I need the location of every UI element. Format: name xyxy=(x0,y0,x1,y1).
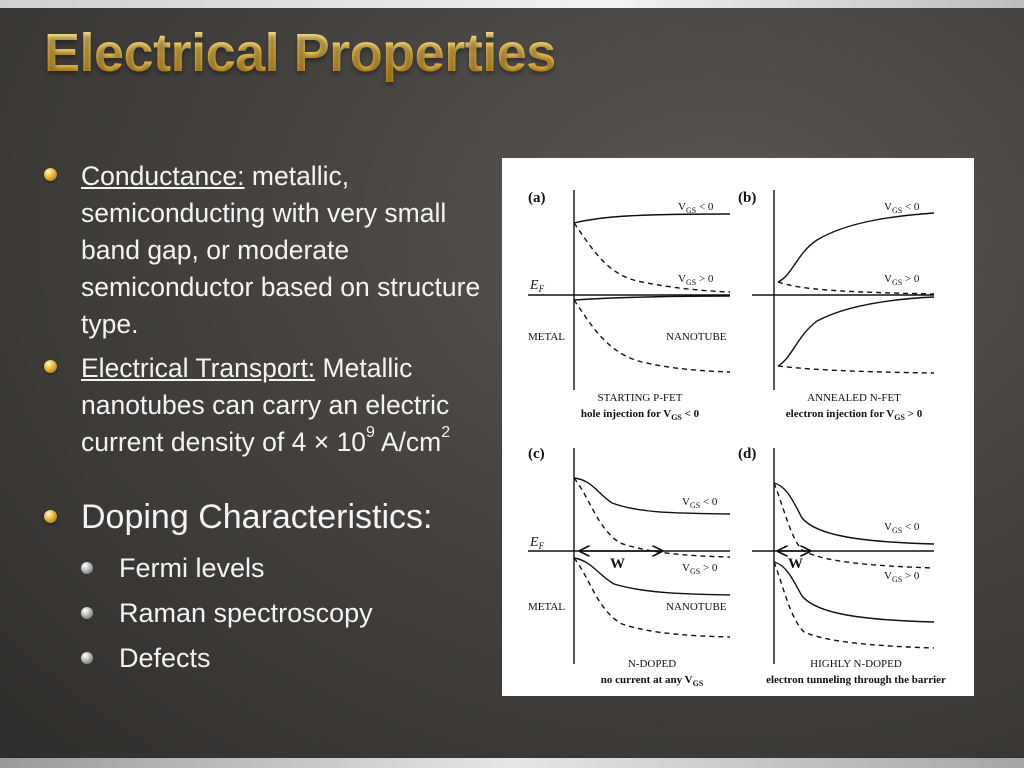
curve-label: VGS < 0 xyxy=(884,521,920,535)
silver-bullet-icon xyxy=(81,562,93,574)
unit-text: A/cm xyxy=(374,427,442,457)
subbullet-raman: Raman spectroscopy xyxy=(81,591,494,636)
panel-label: (d) xyxy=(738,446,756,462)
panel-caption: HIGHLY N-DOPED xyxy=(810,658,902,670)
nanotube-label: NANOTUBE xyxy=(666,331,727,343)
subbullet-text: Fermi levels xyxy=(119,553,265,583)
band-curve-dashed xyxy=(777,365,935,374)
width-label: W xyxy=(788,556,803,572)
exponent: 9 xyxy=(366,424,375,442)
panel-subcaption: hole injection for VGS < 0 xyxy=(581,408,700,422)
panel-label: (a) xyxy=(528,190,546,206)
exponent: 2 xyxy=(441,424,451,442)
bullet-text: Metallic nanotubes can carry an electric… xyxy=(81,353,450,457)
band-curve-dashed xyxy=(773,561,935,649)
curve-label: VGS > 0 xyxy=(884,570,920,584)
bullet-label: Conductance: xyxy=(81,161,245,191)
subbullet-defects: Defects xyxy=(81,636,494,681)
panel-label: (c) xyxy=(528,446,545,462)
top-decorative-band xyxy=(0,0,1024,8)
bottom-decorative-band xyxy=(0,758,1024,768)
band-curve-dashed xyxy=(573,557,731,638)
metal-label: METAL xyxy=(528,331,565,343)
band-diagram-svg: (a) VGS < 0 VGS > 0 EF METAL NANOTUBE ST… xyxy=(528,190,946,688)
slide-title: Electrical Properties xyxy=(44,23,556,83)
bullet-text: Doping Characteristics: xyxy=(81,498,433,536)
curve-label: VGS > 0 xyxy=(682,562,718,576)
band-curve xyxy=(773,482,935,545)
panel-d: (d) W VGS < 0 VGS > 0 HIGHLY N-DOPED ele… xyxy=(738,446,946,686)
band-curve xyxy=(573,557,731,596)
curve-label: VGS < 0 xyxy=(884,201,920,215)
band-curve xyxy=(773,561,935,623)
band-curve xyxy=(573,213,731,224)
bullet-doping: Doping Characteristics: xyxy=(44,495,494,539)
curve-label: VGS > 0 xyxy=(678,273,714,287)
band-curve-dashed xyxy=(573,222,731,293)
panel-c: (c) W VGS < 0 VGS > 0 EF METAL NANOTUBE … xyxy=(528,446,731,688)
silver-bullet-icon xyxy=(81,652,93,664)
panel-subcaption: electron tunneling through the barrier xyxy=(766,674,946,686)
curve-label: VGS < 0 xyxy=(678,201,714,215)
panel-b: (b) VGS < 0 VGS > 0 ANNEALED N-FET elect… xyxy=(738,190,935,422)
nanotube-label: NANOTUBE xyxy=(666,601,727,613)
gold-bullet-icon xyxy=(44,510,57,523)
curve-label: VGS > 0 xyxy=(884,273,920,287)
fermi-level-label: EF xyxy=(529,278,545,294)
band-curve xyxy=(573,477,731,515)
bullet-text: metallic, semiconducting with very small… xyxy=(81,161,481,339)
fermi-level-label: EF xyxy=(529,535,545,551)
band-diagram-figure: (a) VGS < 0 VGS > 0 EF METAL NANOTUBE ST… xyxy=(502,158,974,696)
width-label: W xyxy=(610,556,625,572)
panel-caption: STARTING P-FET xyxy=(598,392,683,404)
band-curve xyxy=(777,296,935,367)
subbullet-fermi-levels: Fermi levels xyxy=(81,546,494,591)
subbullet-text: Raman spectroscopy xyxy=(119,598,373,628)
band-curve-dashed xyxy=(573,299,731,373)
bullet-label: Electrical Transport: xyxy=(81,353,316,383)
gold-bullet-icon xyxy=(44,168,57,181)
panel-subcaption: electron injection for VGS > 0 xyxy=(786,408,923,422)
band-curve xyxy=(573,295,731,301)
curve-label: VGS < 0 xyxy=(682,496,718,510)
bullet-electrical-transport: Electrical Transport: Metallic nanotubes… xyxy=(44,350,494,461)
gold-bullet-icon xyxy=(44,360,57,373)
panel-subcaption: no current at any VGS xyxy=(601,674,704,688)
band-curve xyxy=(777,212,935,283)
silver-bullet-icon xyxy=(81,607,93,619)
bullet-conductance: Conductance: metallic, semiconducting wi… xyxy=(44,158,494,343)
metal-label: METAL xyxy=(528,601,565,613)
band-curve-dashed xyxy=(777,281,935,295)
panel-a: (a) VGS < 0 VGS > 0 EF METAL NANOTUBE ST… xyxy=(528,190,731,422)
bullet-list: Conductance: metallic, semiconducting wi… xyxy=(44,158,494,681)
subbullet-text: Defects xyxy=(119,643,211,673)
panel-caption: N-DOPED xyxy=(628,658,676,670)
panel-caption: ANNEALED N-FET xyxy=(807,392,901,404)
panel-label: (b) xyxy=(738,190,756,206)
